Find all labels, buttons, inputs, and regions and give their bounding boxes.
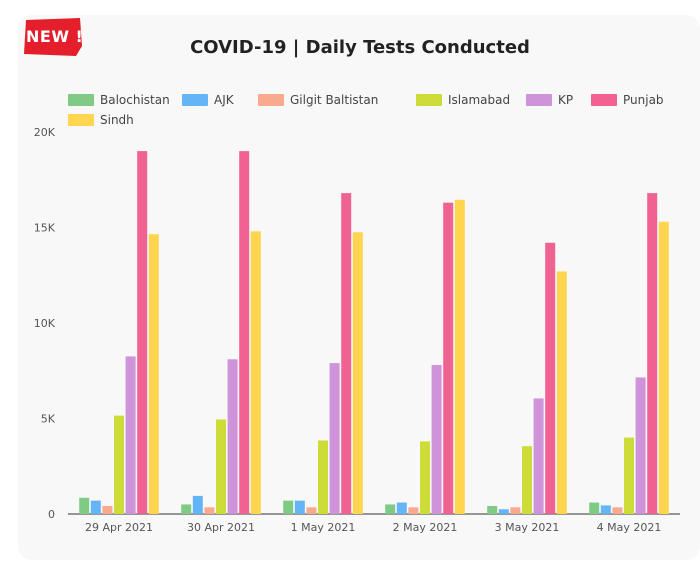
bar-ajk[interactable] <box>600 505 611 514</box>
bar-punjab[interactable] <box>545 242 556 514</box>
bar-sindh[interactable] <box>352 232 363 514</box>
new-badge <box>24 18 82 56</box>
legend-swatch <box>591 94 617 106</box>
chart-title: COVID-19 | Daily Tests Conducted <box>190 37 530 58</box>
legend-swatch <box>182 94 208 106</box>
bar-islamabad[interactable] <box>114 415 124 514</box>
x-tick-label: 1 May 2021 <box>291 521 356 534</box>
bar-kp[interactable] <box>227 359 238 514</box>
bar-gilgit-baltistan[interactable] <box>102 505 113 514</box>
legend-item-islamabad[interactable]: Islamabad <box>416 92 510 108</box>
x-tick-label: 2 May 2021 <box>393 521 458 534</box>
legend-swatch <box>526 94 552 106</box>
bar-balochistan[interactable] <box>589 502 600 514</box>
bar-sindh[interactable] <box>250 231 261 514</box>
bar-gilgit-baltistan[interactable] <box>510 507 521 514</box>
x-tick-label: 4 May 2021 <box>597 521 662 534</box>
bar-gilgit-baltistan[interactable] <box>612 507 623 514</box>
legend-item-punjab[interactable]: Punjab <box>591 92 664 108</box>
bar-islamabad[interactable] <box>624 437 634 514</box>
bar-kp[interactable] <box>533 398 544 514</box>
bar-sindh[interactable] <box>454 199 465 514</box>
bar-kp[interactable] <box>431 365 442 514</box>
bar-ajk[interactable] <box>294 500 305 514</box>
bar-sindh[interactable] <box>148 234 159 514</box>
bar-punjab[interactable] <box>341 193 352 514</box>
bar-punjab[interactable] <box>137 151 148 514</box>
legend-swatch <box>68 114 94 126</box>
legend-swatch <box>68 94 94 106</box>
legend-swatch <box>416 94 442 106</box>
legend-item-balochistan[interactable]: Balochistan <box>68 92 170 108</box>
bar-gilgit-baltistan[interactable] <box>408 507 419 514</box>
y-tick-label: 0 <box>48 508 55 521</box>
bar-balochistan[interactable] <box>283 500 294 514</box>
bar-ajk[interactable] <box>90 500 101 514</box>
bar-islamabad[interactable] <box>318 440 328 514</box>
y-tick-label: 20K <box>34 126 56 139</box>
y-tick-label: 10K <box>34 317 56 330</box>
bar-balochistan[interactable] <box>487 505 498 514</box>
legend-item-ajk[interactable]: AJK <box>182 92 234 108</box>
legend-label: Sindh <box>100 113 134 127</box>
legend-label: Islamabad <box>448 93 511 107</box>
x-tick-label: 29 Apr 2021 <box>85 521 153 534</box>
bar-balochistan[interactable] <box>79 497 90 514</box>
bar-islamabad[interactable] <box>216 419 226 514</box>
legend-item-kp[interactable]: KP <box>526 92 573 108</box>
bar-punjab[interactable] <box>647 193 658 514</box>
bar-kp[interactable] <box>329 363 340 514</box>
bar-gilgit-baltistan[interactable] <box>204 507 215 514</box>
legend-item-gilgit-baltistan[interactable]: Gilgit Baltistan <box>258 92 378 108</box>
bar-balochistan[interactable] <box>385 504 396 514</box>
legend-swatch <box>258 94 284 106</box>
legend-label: Balochistan <box>100 93 170 107</box>
bar-kp[interactable] <box>125 356 136 514</box>
bar-kp[interactable] <box>635 377 646 514</box>
new-badge-label: NEW ! <box>26 27 84 46</box>
bar-balochistan[interactable] <box>181 504 192 514</box>
x-tick-label: 30 Apr 2021 <box>187 521 255 534</box>
bar-sindh[interactable] <box>556 271 567 514</box>
bar-sindh[interactable] <box>658 221 669 514</box>
y-tick-label: 15K <box>34 222 56 235</box>
x-tick-label: 3 May 2021 <box>495 521 560 534</box>
legend-item-sindh[interactable]: Sindh <box>68 112 134 128</box>
legend-label: Gilgit Baltistan <box>290 93 379 107</box>
bar-islamabad[interactable] <box>420 441 430 514</box>
bar-punjab[interactable] <box>443 202 454 515</box>
legend-label: Punjab <box>623 93 664 107</box>
bar-ajk[interactable] <box>192 495 203 514</box>
y-tick-label: 5K <box>41 413 56 426</box>
bar-gilgit-baltistan[interactable] <box>306 507 317 514</box>
bar-ajk[interactable] <box>396 502 407 514</box>
legend-label: KP <box>558 93 574 107</box>
bar-ajk[interactable] <box>498 509 509 514</box>
legend-label: AJK <box>214 93 234 107</box>
bar-punjab[interactable] <box>239 151 250 514</box>
bar-islamabad[interactable] <box>522 446 532 514</box>
